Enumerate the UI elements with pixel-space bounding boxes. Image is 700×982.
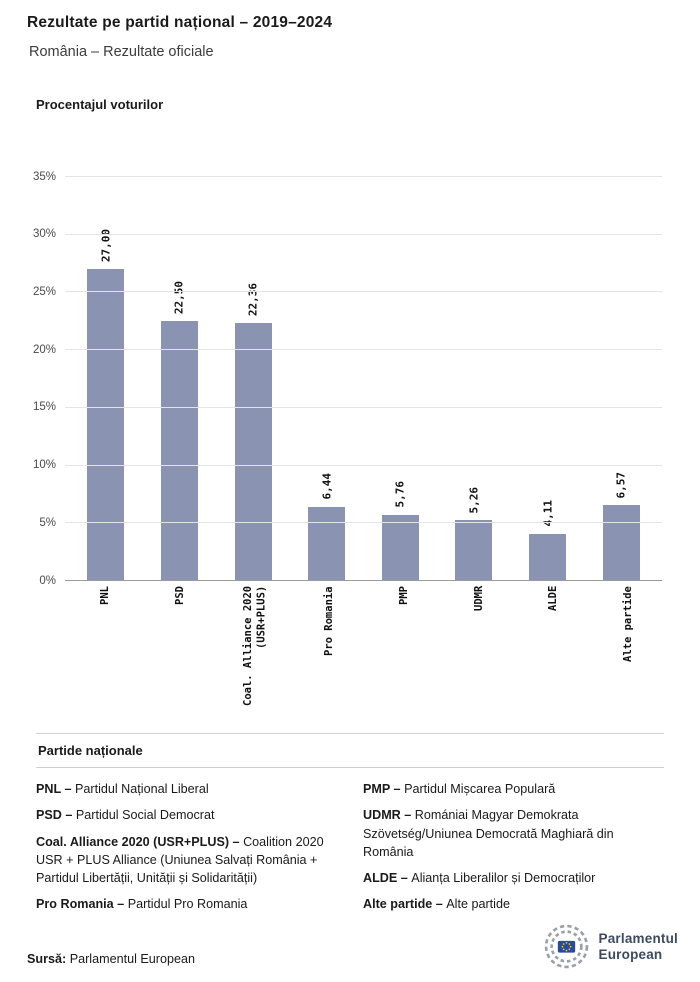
x-category-label-text: PSD [174,586,187,605]
bar-value-label: 6,57 [614,471,628,499]
legend-item: UDMR – Romániai Magyar Demokrata Szövets… [363,806,664,861]
x-category-label-text: UDMR [472,586,485,612]
legend-heading: Partide naționale [36,733,664,768]
ep-logo-text-line1: Parlamentul [598,930,678,946]
x-category-label: PNL [69,586,144,728]
legend-desc: Alte partide [446,897,510,912]
legend-section: Partide naționale PNL – Partidul Naționa… [36,733,664,922]
bar [87,269,125,581]
legend-term: UDMR – [363,808,415,823]
bar-group: 22,36 [216,177,290,581]
gridline [65,233,662,235]
gridline [65,349,662,351]
page-title: Rezultate pe partid național – 2019–2024 [27,14,333,31]
plot-area: 27,00 22,50 22,36 6,44 5,76 5,26 4,11 6,57 0% 5%… [33,171,662,586]
y-tick-label: 0% [39,574,56,587]
bar-group: 4,11 [511,177,585,581]
x-category-label-text: Pro Romania [323,586,336,656]
x-category-label-text: PMP [397,586,410,605]
x-category-label-text: Coal. Alliance 2020 (USR+PLUS) [241,586,268,707]
gridline [65,464,662,466]
bar [308,506,346,581]
y-tick-label: 15% [32,401,56,414]
legend-term: Pro Romania – [36,897,128,912]
gridline [65,406,662,408]
legend-item: PSD – Partidul Social Democrat [36,806,337,824]
ep-logo-icon [544,924,588,969]
y-tick-label: 35% [32,170,56,183]
legend-term: ALDE – [363,871,412,885]
chart-heading: Procentajul voturilor [36,97,164,112]
bar-group: 27,00 [69,177,143,581]
x-category-label-text: ALDE [547,586,560,612]
bar-value-label: 5,76 [393,481,407,508]
legend-desc: Partidul Pro Romania [127,897,248,912]
legend-desc: Alianța Liberalilor și Democraților [411,871,596,885]
legend-columns: PNL – Partidul Național Liberal PSD – Par… [36,780,664,922]
x-category-label-text: Alte partide [621,586,634,662]
y-tick-label: 25% [32,285,56,298]
x-category-label: UDMR [442,586,517,728]
bar-group: 5,26 [437,177,511,581]
page-subtitle: România – Rezultate oficiale [29,44,214,60]
legend-item: ALDE – Alianța Liberalilor și Democrațil… [363,869,664,887]
bar [602,505,640,581]
bar-group: 22,50 [143,177,217,581]
legend-term: Alte partide – [363,897,447,912]
source-text: Parlamentul European [69,952,196,966]
x-category-label: ALDE [517,586,592,728]
bar-group: 6,57 [584,177,658,581]
x-axis-line [65,580,662,581]
bar-value-label: 5,26 [467,486,481,514]
legend-term: PNL – [36,782,75,796]
bar [455,520,493,581]
gridline [65,522,662,524]
y-tick-label: 20% [32,343,56,356]
legend-term: PMP – [363,782,405,796]
gridline [65,176,662,177]
ep-logo: Parlamentul European [543,923,678,970]
source-note: Sursă: Parlamentul European [27,952,195,966]
y-tick-label: 10% [32,458,56,471]
bar [529,533,567,581]
legend-item: PNL – Partidul Național Liberal [36,780,337,798]
bar [160,321,198,581]
bars-layer: 27,00 22,50 22,36 6,44 5,76 5,26 4,11 6,57 [65,177,662,581]
legend-column: PNL – Partidul Național Liberal PSD – Par… [36,780,337,922]
legend-item: Alte partide – Alte partide [363,895,664,913]
legend-item: PMP – Partidul Mișcarea Populară [363,780,664,798]
x-labels: PNL PSD Coal. Alliance 2020 (USR+PLUS) Pro … [65,586,670,728]
legend-item: Pro Romania – Partidul Pro Romania [36,895,337,913]
legend-desc: Partidul Social Democrat [75,808,215,823]
bar-value-label: 6,44 [320,473,334,500]
bar-value-label: 22,50 [172,281,186,315]
source-label: Sursă: [27,952,67,966]
gridline [65,291,662,293]
legend-term: Coal. Alliance 2020 (USR+PLUS) – [36,834,244,849]
legend-desc: Partidul Național Liberal [74,782,209,796]
bar-value-label: 22,36 [246,282,260,316]
bar [234,322,272,581]
legend-item: Coal. Alliance 2020 (USR+PLUS) – Coaliti… [36,833,337,888]
legend-desc: Partidul Mișcarea Populară [404,782,556,796]
x-category-label: Alte partide [591,586,666,728]
x-category-label: PMP [368,586,443,728]
x-category-label-text: PNL [99,586,112,605]
legend-column: PMP – Partidul Mișcarea Populară UDMR – R… [363,780,664,922]
x-category-label: Pro Romania [293,586,368,728]
bar-group: 5,76 [364,177,438,581]
ep-logo-text-line2: European [598,946,663,962]
legend-desc: Romániai Magyar Demokrata Szövetség/Uniu… [363,808,614,859]
bar [381,514,419,581]
legend-desc: Coalition 2020 USR + PLUS Alliance (Uniu… [36,834,324,886]
bar-group: 6,44 [290,177,364,581]
y-tick-label: 5% [39,516,56,529]
y-tick-label: 30% [32,227,56,240]
legend-term: PSD – [36,808,76,823]
x-category-label: PSD [144,586,219,728]
ep-logo-text: Parlamentul European [599,931,678,962]
x-category-label: Coal. Alliance 2020 (USR+PLUS) [218,586,293,728]
